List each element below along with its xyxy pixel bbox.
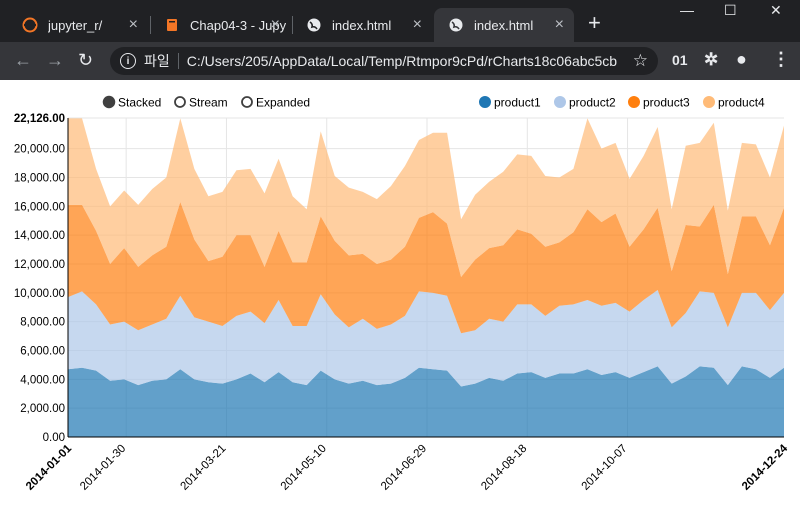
y-tick-label: 2,000.00 [20, 403, 65, 415]
x-tick-label: 2014-05-10 [279, 443, 329, 493]
mode-stacked[interactable]: Stacked [102, 95, 162, 110]
x-tick-label: 2014-03-21 [178, 443, 228, 493]
mode-expanded[interactable]: Expanded [241, 96, 310, 110]
area-product1[interactable] [68, 366, 784, 437]
y-tick-label: 14,000.00 [14, 230, 65, 242]
mode-stream-radio[interactable] [174, 96, 186, 108]
tab-label: Chap04-3 - Jupyter [190, 17, 286, 33]
globe-icon [448, 17, 464, 33]
y-tick-label: 20,000.00 [14, 144, 65, 156]
x-edge-label: 2014-12-24 [740, 442, 791, 493]
new-tab-button[interactable]: + [588, 10, 601, 35]
minimize-button[interactable]: — [680, 2, 694, 18]
y-tick-label: 12,000.00 [14, 259, 65, 271]
browser-tab-bar: jupyter_r/ × Chap04-3 - Jupyter × index.… [0, 0, 800, 42]
chart-legend: product1 product2 product3 product4 [479, 96, 765, 110]
legend-label-product2[interactable]: product2 [569, 96, 616, 110]
forward-button[interactable]: → [46, 50, 64, 70]
close-icon[interactable]: × [554, 16, 564, 33]
url-text[interactable]: C:/Users/205/AppData/Local/Temp/Rtmpor9c… [186, 53, 617, 69]
x-tick-label: 2014-06-29 [379, 443, 429, 493]
reload-button[interactable]: ↻ [78, 50, 94, 70]
tab-chap04[interactable]: Chap04-3 - Jupyter × [150, 8, 290, 42]
area-product3[interactable] [68, 202, 784, 334]
account-icon[interactable]: ● [736, 49, 747, 69]
x-edge-label: 2014-01-01 [24, 442, 75, 493]
tab-index-1[interactable]: index.html × [292, 8, 432, 42]
page-content: Stacked Stream Expanded product1 product2… [0, 80, 800, 506]
profile-badge[interactable]: 01 [672, 52, 688, 68]
window-close-button[interactable]: ✕ [770, 2, 782, 18]
scheme-label: 파일 [144, 53, 170, 69]
mode-expanded-radio[interactable] [241, 96, 253, 108]
y-axis: 0.00 2,000.00 4,000.00 6,000.00 8,000.00 10,0… [14, 113, 69, 444]
tab-jupyter[interactable]: jupyter_r/ × [8, 8, 148, 42]
x-axis: 2014-01-30 2014-03-21 2014-05-10 2014-06-29… [24, 436, 791, 493]
legend-label-product1[interactable]: product1 [494, 96, 541, 110]
tab-divider [292, 16, 293, 34]
tab-index-active[interactable]: index.html × [434, 8, 574, 42]
legend-label-product3[interactable]: product3 [643, 96, 690, 110]
tab-label: jupyter_r/ [48, 17, 103, 33]
mode-stream[interactable]: Stream [174, 96, 228, 110]
y-tick-label: 6,000.00 [20, 345, 65, 357]
y-tick-label: 18,000.00 [14, 172, 65, 184]
chart-areas [68, 118, 784, 437]
x-tick-label: 2014-01-30 [78, 443, 128, 493]
menu-icon[interactable]: ⋮ [772, 49, 790, 69]
extensions-icon[interactable]: ✲ [704, 50, 719, 69]
legend-swatch-product1[interactable] [479, 96, 491, 108]
bookmark-star-icon[interactable]: ☆ [632, 51, 648, 70]
maximize-button[interactable]: ☐ [724, 2, 737, 18]
mode-stream-label[interactable]: Stream [189, 96, 228, 110]
mode-expanded-label[interactable]: Expanded [256, 96, 310, 110]
address-divider [177, 53, 179, 69]
close-icon[interactable]: × [270, 16, 280, 33]
mode-stacked-radio[interactable] [102, 95, 116, 109]
notebook-icon [164, 17, 180, 33]
mode-stacked-label[interactable]: Stacked [118, 96, 161, 110]
legend-label-product4[interactable]: product4 [718, 96, 765, 110]
x-tick-label: 2014-10-07 [580, 443, 630, 493]
y-tick-label: 4,000.00 [20, 374, 65, 386]
y-tick-label: 10,000.00 [14, 288, 65, 300]
area-product4[interactable] [68, 118, 784, 277]
y-tick-label: 16,000.00 [14, 201, 65, 213]
legend-swatch-product2[interactable] [554, 96, 566, 108]
close-icon[interactable]: × [412, 16, 422, 33]
legend-swatch-product4[interactable] [703, 96, 715, 108]
y-tick-label: 8,000.00 [20, 317, 65, 329]
mode-controls: Stacked Stream Expanded [102, 95, 310, 110]
globe-icon [306, 17, 322, 33]
address-toolbar: ← → ↻ i 파일 C:/Users/205/AppData/Local/Te… [0, 42, 800, 80]
tab-label: index.html [474, 17, 534, 33]
area-product2[interactable] [68, 289, 784, 387]
close-icon[interactable]: × [128, 16, 138, 33]
tab-divider [150, 16, 151, 34]
address-bar[interactable]: i 파일 C:/Users/205/AppData/Local/Temp/Rtm… [110, 47, 658, 75]
stacked-area-chart: Stacked Stream Expanded product1 product2… [14, 95, 791, 493]
y-tick-label: 0.00 [43, 432, 65, 444]
x-tick-label: 2014-08-18 [479, 443, 529, 493]
legend-swatch-product3[interactable] [628, 96, 640, 108]
y-max-label: 22,126.00 [14, 113, 65, 125]
jupyter-icon [22, 17, 38, 33]
info-icon[interactable]: i [120, 53, 136, 69]
back-button[interactable]: ← [14, 50, 32, 70]
tab-label: index.html [332, 17, 392, 33]
